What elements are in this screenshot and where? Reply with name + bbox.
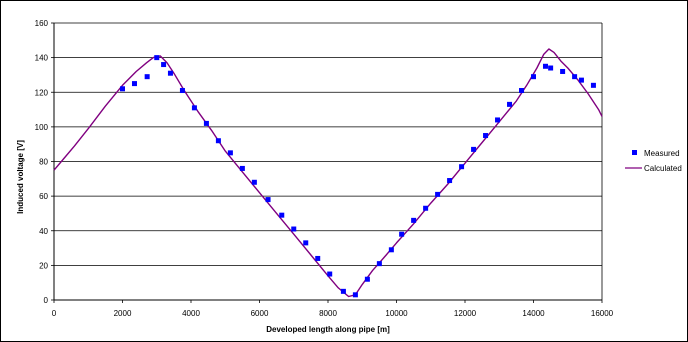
y-tick-label: 100 (35, 123, 49, 132)
measured-point (364, 276, 370, 282)
measured-point (376, 261, 382, 267)
measured-point (191, 105, 197, 111)
legend-measured-label: Measured (644, 149, 680, 158)
measured-point (531, 74, 536, 80)
x-tick-label: 12000 (454, 309, 477, 318)
y-tick-label: 140 (35, 54, 49, 63)
x-tick-label: 10000 (385, 309, 408, 318)
measured-point (483, 133, 489, 139)
x-tick-label: 2000 (114, 309, 132, 318)
measured-point (227, 150, 233, 156)
measured-point (154, 55, 160, 61)
y-tick-label: 80 (39, 158, 48, 167)
x-tick-label: 4000 (182, 309, 200, 318)
grid-layer (54, 22, 602, 266)
y-tick-label: 0 (44, 296, 49, 305)
y-tick-label: 160 (35, 19, 49, 28)
measured-point (388, 247, 394, 253)
measured-point (203, 120, 209, 126)
measured-point (399, 231, 405, 237)
measured-point (131, 81, 137, 87)
measured-point (352, 292, 358, 298)
legend: Measured Calculated (625, 149, 682, 173)
tick-labels: 0 20 40 60 80 100 120 140 160 0 2000 4000 6000 8000 10… (35, 19, 614, 318)
measured-point (179, 88, 185, 94)
measured-point (411, 217, 417, 223)
x-tick-label: 8000 (319, 309, 337, 318)
y-tick-label: 60 (39, 192, 48, 201)
measured-point (423, 205, 429, 211)
y-tick-label: 40 (39, 227, 48, 236)
measured-point (578, 77, 584, 83)
measured-point (542, 63, 548, 69)
y-axis-title: Induced voltage [V] (16, 140, 25, 214)
calculated-series (53, 48, 603, 298)
y-tick-label: 120 (35, 88, 49, 97)
measured-point (590, 82, 596, 88)
measured-point (495, 117, 501, 123)
measured-point (251, 179, 257, 185)
legend-calculated-label: Calculated (644, 164, 682, 173)
x-tick-label: 6000 (251, 309, 269, 318)
x-axis-title: Developed length along pipe [m] (266, 325, 390, 334)
measured-point (327, 271, 333, 277)
y-tick-label: 20 (39, 261, 48, 270)
x-tick-label: 16000 (591, 309, 614, 318)
measured-point (144, 74, 150, 80)
measured-point (167, 70, 173, 76)
x-tick-label: 0 (52, 309, 57, 318)
measured-series (120, 55, 596, 298)
measured-point (471, 146, 477, 152)
measured-point (291, 226, 297, 232)
measured-point (459, 164, 465, 170)
calculated-line (53, 48, 603, 298)
measured-point (161, 62, 167, 68)
legend-measured-marker (632, 150, 637, 155)
measured-point (315, 255, 321, 261)
measured-point (560, 68, 566, 74)
measured-point (435, 191, 441, 197)
x-tick-label: 14000 (522, 309, 545, 318)
measured-point (239, 165, 245, 171)
measured-point (447, 178, 453, 184)
measured-point (215, 138, 221, 144)
measured-point (507, 101, 513, 107)
axes-layer (51, 22, 603, 303)
measured-point (303, 240, 309, 246)
measured-point (548, 65, 554, 71)
measured-point (572, 74, 578, 80)
measured-point (279, 212, 285, 218)
measured-point (519, 88, 525, 94)
measured-point (120, 86, 125, 92)
measured-point (265, 197, 271, 203)
measured-point (340, 288, 346, 294)
